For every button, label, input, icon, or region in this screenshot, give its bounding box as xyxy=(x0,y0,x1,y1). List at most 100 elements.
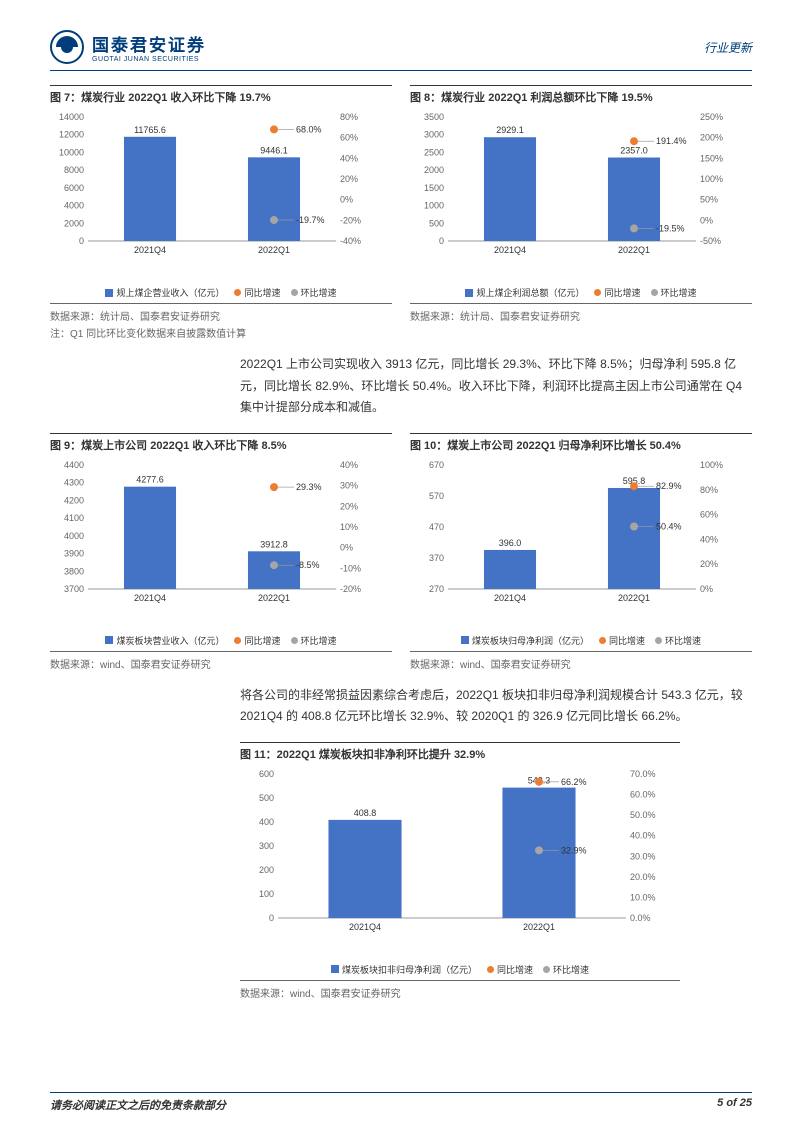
svg-text:2357.0: 2357.0 xyxy=(620,145,648,155)
footer-disclaimer: 请务必阅读正文之后的免责条款部分 xyxy=(50,1097,226,1113)
fig11-title: 图 11：2022Q1 煤炭板块扣非净利环比提升 32.9% xyxy=(240,742,680,762)
svg-text:-19.7%: -19.7% xyxy=(296,215,325,225)
svg-text:150%: 150% xyxy=(700,153,723,163)
svg-text:670: 670 xyxy=(429,460,444,470)
svg-text:40%: 40% xyxy=(340,153,358,163)
svg-text:0: 0 xyxy=(269,913,274,923)
svg-text:20%: 20% xyxy=(340,174,358,184)
figure-7: 图 7：煤炭行业 2022Q1 收入环比下降 19.7% 02000400060… xyxy=(50,85,392,340)
svg-text:500: 500 xyxy=(259,793,274,803)
svg-text:3700: 3700 xyxy=(64,584,84,594)
svg-text:2000: 2000 xyxy=(64,218,84,228)
svg-text:0%: 0% xyxy=(700,584,713,594)
fig10-chart: 2703704705706700%20%40%60%80%100%396.020… xyxy=(410,457,752,647)
svg-text:400: 400 xyxy=(259,817,274,827)
svg-text:0.0%: 0.0% xyxy=(630,913,651,923)
svg-text:2022Q1: 2022Q1 xyxy=(618,593,650,603)
svg-text:82.9%: 82.9% xyxy=(656,481,682,491)
header-category: 行业更新 xyxy=(704,39,752,56)
svg-text:4000: 4000 xyxy=(64,531,84,541)
fig7-chart: 02000400060008000100001200014000-40%-20%… xyxy=(50,109,392,299)
svg-text:-40%: -40% xyxy=(340,236,361,246)
svg-text:-10%: -10% xyxy=(340,563,361,573)
svg-text:-20%: -20% xyxy=(340,215,361,225)
svg-text:408.8: 408.8 xyxy=(354,808,377,818)
svg-text:80%: 80% xyxy=(340,112,358,122)
svg-text:50.0%: 50.0% xyxy=(630,810,656,820)
svg-text:-20%: -20% xyxy=(340,584,361,594)
svg-text:500: 500 xyxy=(429,218,444,228)
svg-text:270: 270 xyxy=(429,584,444,594)
svg-text:6000: 6000 xyxy=(64,183,84,193)
svg-text:250%: 250% xyxy=(700,112,723,122)
svg-text:40%: 40% xyxy=(340,460,358,470)
svg-text:2929.1: 2929.1 xyxy=(496,125,524,135)
svg-text:570: 570 xyxy=(429,491,444,501)
footer-page-number: 5 of 25 xyxy=(717,1097,752,1113)
svg-text:10%: 10% xyxy=(340,522,358,532)
svg-text:14000: 14000 xyxy=(59,112,84,122)
figure-8: 图 8：煤炭行业 2022Q1 利润总额环比下降 19.5% 050010001… xyxy=(410,85,752,340)
fig7-title: 图 7：煤炭行业 2022Q1 收入环比下降 19.7% xyxy=(50,85,392,105)
fig7-source: 数据来源：统计局、国泰君安证券研究 xyxy=(50,306,392,323)
svg-text:-19.5%: -19.5% xyxy=(656,223,685,233)
svg-text:4400: 4400 xyxy=(64,460,84,470)
svg-text:20%: 20% xyxy=(340,501,358,511)
svg-text:50.4%: 50.4% xyxy=(656,521,682,531)
svg-text:2500: 2500 xyxy=(424,147,444,157)
paragraph-1: 2022Q1 上市公司实现收入 3913 亿元，同比增长 29.3%、环比下降 … xyxy=(240,354,752,419)
svg-text:50%: 50% xyxy=(700,195,718,205)
svg-text:3000: 3000 xyxy=(424,130,444,140)
svg-text:200%: 200% xyxy=(700,133,723,143)
fig9-title: 图 9：煤炭上市公司 2022Q1 收入环比下降 8.5% xyxy=(50,433,392,453)
figure-10: 图 10：煤炭上市公司 2022Q1 归母净利环比增长 50.4% 270370… xyxy=(410,433,752,671)
svg-text:80%: 80% xyxy=(700,485,718,495)
svg-text:300: 300 xyxy=(259,841,274,851)
svg-text:29.3%: 29.3% xyxy=(296,482,322,492)
svg-text:60%: 60% xyxy=(700,509,718,519)
svg-text:4100: 4100 xyxy=(64,513,84,523)
svg-text:2022Q1: 2022Q1 xyxy=(258,593,290,603)
svg-text:0%: 0% xyxy=(340,195,353,205)
svg-text:30%: 30% xyxy=(340,480,358,490)
fig7-note: 注：Q1 同比环比变化数据来自披露数值计算 xyxy=(50,325,392,340)
svg-text:0%: 0% xyxy=(700,215,713,225)
svg-text:3900: 3900 xyxy=(64,548,84,558)
svg-text:2000: 2000 xyxy=(424,165,444,175)
svg-text:100%: 100% xyxy=(700,174,723,184)
svg-text:4300: 4300 xyxy=(64,477,84,487)
svg-text:70.0%: 70.0% xyxy=(630,769,656,779)
svg-text:1500: 1500 xyxy=(424,183,444,193)
svg-text:11765.6: 11765.6 xyxy=(134,125,166,135)
svg-text:60.0%: 60.0% xyxy=(630,790,656,800)
svg-text:191.4%: 191.4% xyxy=(656,136,687,146)
svg-text:60%: 60% xyxy=(340,133,358,143)
svg-text:4200: 4200 xyxy=(64,495,84,505)
svg-text:10000: 10000 xyxy=(59,147,84,157)
figure-11: 图 11：2022Q1 煤炭板块扣非净利环比提升 32.9% 010020030… xyxy=(240,742,680,1000)
svg-text:2021Q4: 2021Q4 xyxy=(494,245,526,255)
svg-text:396.0: 396.0 xyxy=(499,538,522,548)
svg-text:600: 600 xyxy=(259,769,274,779)
logo-text-cn: 国泰君安证券 xyxy=(92,31,206,56)
svg-text:3800: 3800 xyxy=(64,566,84,576)
svg-text:0: 0 xyxy=(79,236,84,246)
svg-text:3912.8: 3912.8 xyxy=(260,539,288,549)
svg-text:4277.6: 4277.6 xyxy=(136,474,164,484)
fig8-title: 图 8：煤炭行业 2022Q1 利润总额环比下降 19.5% xyxy=(410,85,752,105)
svg-text:200: 200 xyxy=(259,865,274,875)
svg-text:30.0%: 30.0% xyxy=(630,851,656,861)
svg-text:470: 470 xyxy=(429,522,444,532)
svg-text:2022Q1: 2022Q1 xyxy=(258,245,290,255)
svg-text:3500: 3500 xyxy=(424,112,444,122)
svg-text:2021Q4: 2021Q4 xyxy=(134,245,166,255)
figure-9: 图 9：煤炭上市公司 2022Q1 收入环比下降 8.5% 3700 3800 39… xyxy=(50,433,392,671)
svg-text:8000: 8000 xyxy=(64,165,84,175)
svg-text:1000: 1000 xyxy=(424,201,444,211)
fig11-chart: 01002003004005006000.0%10.0%20.0%30.0%40… xyxy=(240,766,680,976)
svg-text:66.2%: 66.2% xyxy=(561,777,587,787)
page-footer: 请务必阅读正文之后的免责条款部分 5 of 25 xyxy=(50,1092,752,1113)
svg-text:10.0%: 10.0% xyxy=(630,892,656,902)
svg-text:12000: 12000 xyxy=(59,130,84,140)
svg-text:9446.1: 9446.1 xyxy=(260,145,288,155)
